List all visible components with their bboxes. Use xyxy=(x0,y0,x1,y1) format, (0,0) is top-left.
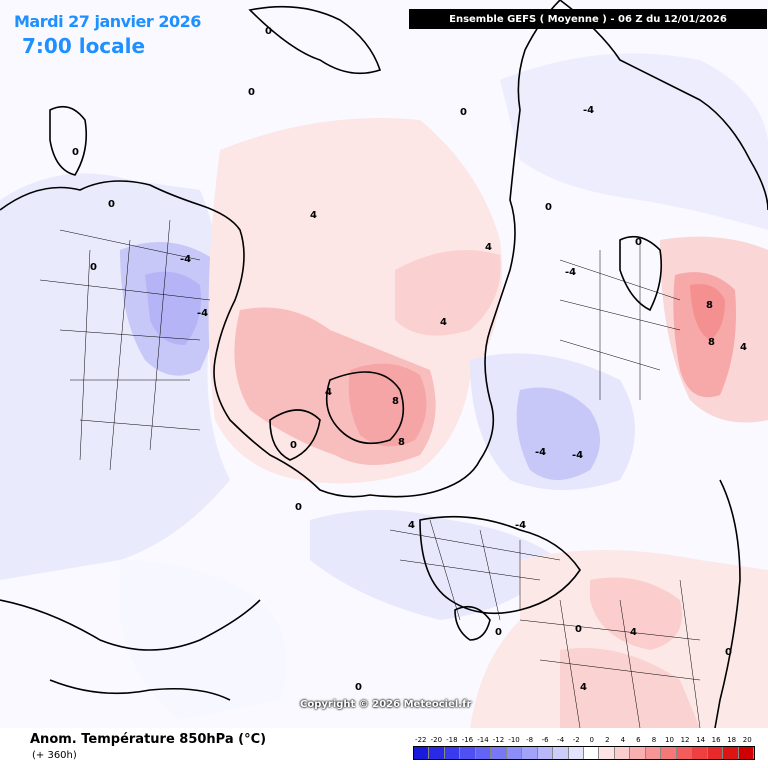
legend-swatch xyxy=(583,747,600,759)
contour-label: -4 xyxy=(583,105,594,116)
legend-label: -16 xyxy=(461,736,474,744)
legend-swatch xyxy=(460,747,476,759)
contour-label: 0 xyxy=(575,624,582,635)
legend-label: -6 xyxy=(541,736,549,744)
legend-label: 8 xyxy=(651,736,657,744)
contour-label: 0 xyxy=(265,26,272,37)
contour-label: 0 xyxy=(460,107,467,118)
forecast-date: Mardi 27 janvier 2026 xyxy=(14,12,201,31)
borders xyxy=(39,219,701,728)
legend-swatch xyxy=(429,747,445,759)
legend-swatch xyxy=(475,747,492,759)
model-run-header: Ensemble GEFS ( Moyenne ) - 06 Z du 12/0… xyxy=(409,9,767,29)
legend-label: 4 xyxy=(620,736,626,744)
contour-label: -4 xyxy=(180,254,191,265)
contour-label: -4 xyxy=(197,308,208,319)
legend-label: 18 xyxy=(727,736,737,744)
forecast-local-time: 7:00 locale xyxy=(22,34,146,58)
legend-swatch xyxy=(645,747,662,759)
contour-label: -4 xyxy=(572,450,583,461)
legend-label: -10 xyxy=(508,736,520,744)
legend-swatch xyxy=(599,747,615,759)
legend-color-bar xyxy=(413,746,755,760)
contour-label: 8 xyxy=(706,300,713,311)
legend-swatch xyxy=(661,747,677,759)
contour-label: -4 xyxy=(565,267,576,278)
contour-label: 0 xyxy=(495,627,502,638)
contour-label: 0 xyxy=(355,682,362,693)
legend-swatch xyxy=(553,747,569,759)
legend-label: 16 xyxy=(711,736,721,744)
contour-label: 4 xyxy=(440,317,447,328)
legend-label: -14 xyxy=(477,736,489,744)
contour-label: 4 xyxy=(580,682,587,693)
legend-label: 14 xyxy=(696,736,706,744)
contour-label: 8 xyxy=(708,337,715,348)
contour-label: 0 xyxy=(545,202,552,213)
legend-swatch xyxy=(614,747,631,759)
contour-label: 0 xyxy=(290,440,297,451)
legend-label: -12 xyxy=(492,736,505,744)
contour-label: -4 xyxy=(515,520,526,531)
contour-label: 0 xyxy=(725,647,732,658)
copyright-notice: Copyright © 2026 Meteociel.fr xyxy=(300,699,472,710)
legend-label: 20 xyxy=(742,736,752,744)
legend-swatch xyxy=(444,747,461,759)
anomaly-shading xyxy=(0,53,768,728)
anomaly-map: 0 0 0 0 0 0 0 0 0 0 0 0 0 0 4 4 4 4 4 4 … xyxy=(0,0,768,728)
contour-label: 4 xyxy=(630,627,637,638)
legend-swatch xyxy=(723,747,739,759)
legend-swatch xyxy=(630,747,646,759)
variable-title: Anom. Température 850hPa (°C) xyxy=(30,732,267,747)
contour-label: 8 xyxy=(392,396,399,407)
legend-label: -8 xyxy=(526,736,534,744)
legend-swatch xyxy=(568,747,584,759)
legend-swatch xyxy=(692,747,708,759)
contour-label: 8 xyxy=(398,437,405,448)
legend-label: -18 xyxy=(446,736,458,744)
contour-label: 0 xyxy=(248,87,255,98)
legend-label: 12 xyxy=(680,736,690,744)
legend-swatch xyxy=(738,747,754,759)
legend-label: -22 xyxy=(415,736,427,744)
legend-label: 10 xyxy=(665,736,674,744)
contour-labels: 0 0 0 0 0 0 0 0 0 0 0 0 0 0 4 4 4 4 4 4 … xyxy=(72,26,747,693)
legend-swatch xyxy=(506,747,523,759)
coastlines xyxy=(0,0,768,728)
legend-label: -20 xyxy=(430,736,443,744)
contour-label: 0 xyxy=(108,199,115,210)
legend-swatch xyxy=(707,747,724,759)
contour-label: 4 xyxy=(408,520,415,531)
legend-swatch xyxy=(491,747,507,759)
color-legend: -22 -20 -18 -16 -14 -12 -10 -8 -6 -4 -2 0 2 4 6 8 10 12 14… xyxy=(413,736,755,762)
contour-label: 0 xyxy=(635,237,642,248)
legend-swatch xyxy=(414,747,430,759)
lead-time: (+ 360h) xyxy=(32,750,77,761)
legend-swatch xyxy=(537,747,554,759)
legend-label: -2 xyxy=(572,736,580,744)
legend-label: 2 xyxy=(605,736,610,744)
legend-swatch xyxy=(676,747,693,759)
legend-label: -4 xyxy=(557,736,565,744)
legend-labels: -22 -20 -18 -16 -14 -12 -10 -8 -6 -4 -2 0 2 4 6 8 10 12 14… xyxy=(413,736,755,746)
contour-label: 4 xyxy=(325,387,332,398)
contour-label: 4 xyxy=(485,242,492,253)
contour-label: 0 xyxy=(90,262,97,273)
contour-label: 0 xyxy=(72,147,79,158)
legend-label: 6 xyxy=(636,736,641,744)
legend-label: 0 xyxy=(589,736,594,744)
legend-swatch xyxy=(522,747,538,759)
contour-label: 0 xyxy=(295,502,302,513)
contour-label: 4 xyxy=(740,342,747,353)
contour-label: -4 xyxy=(535,447,546,458)
contour-label: 4 xyxy=(310,210,317,221)
